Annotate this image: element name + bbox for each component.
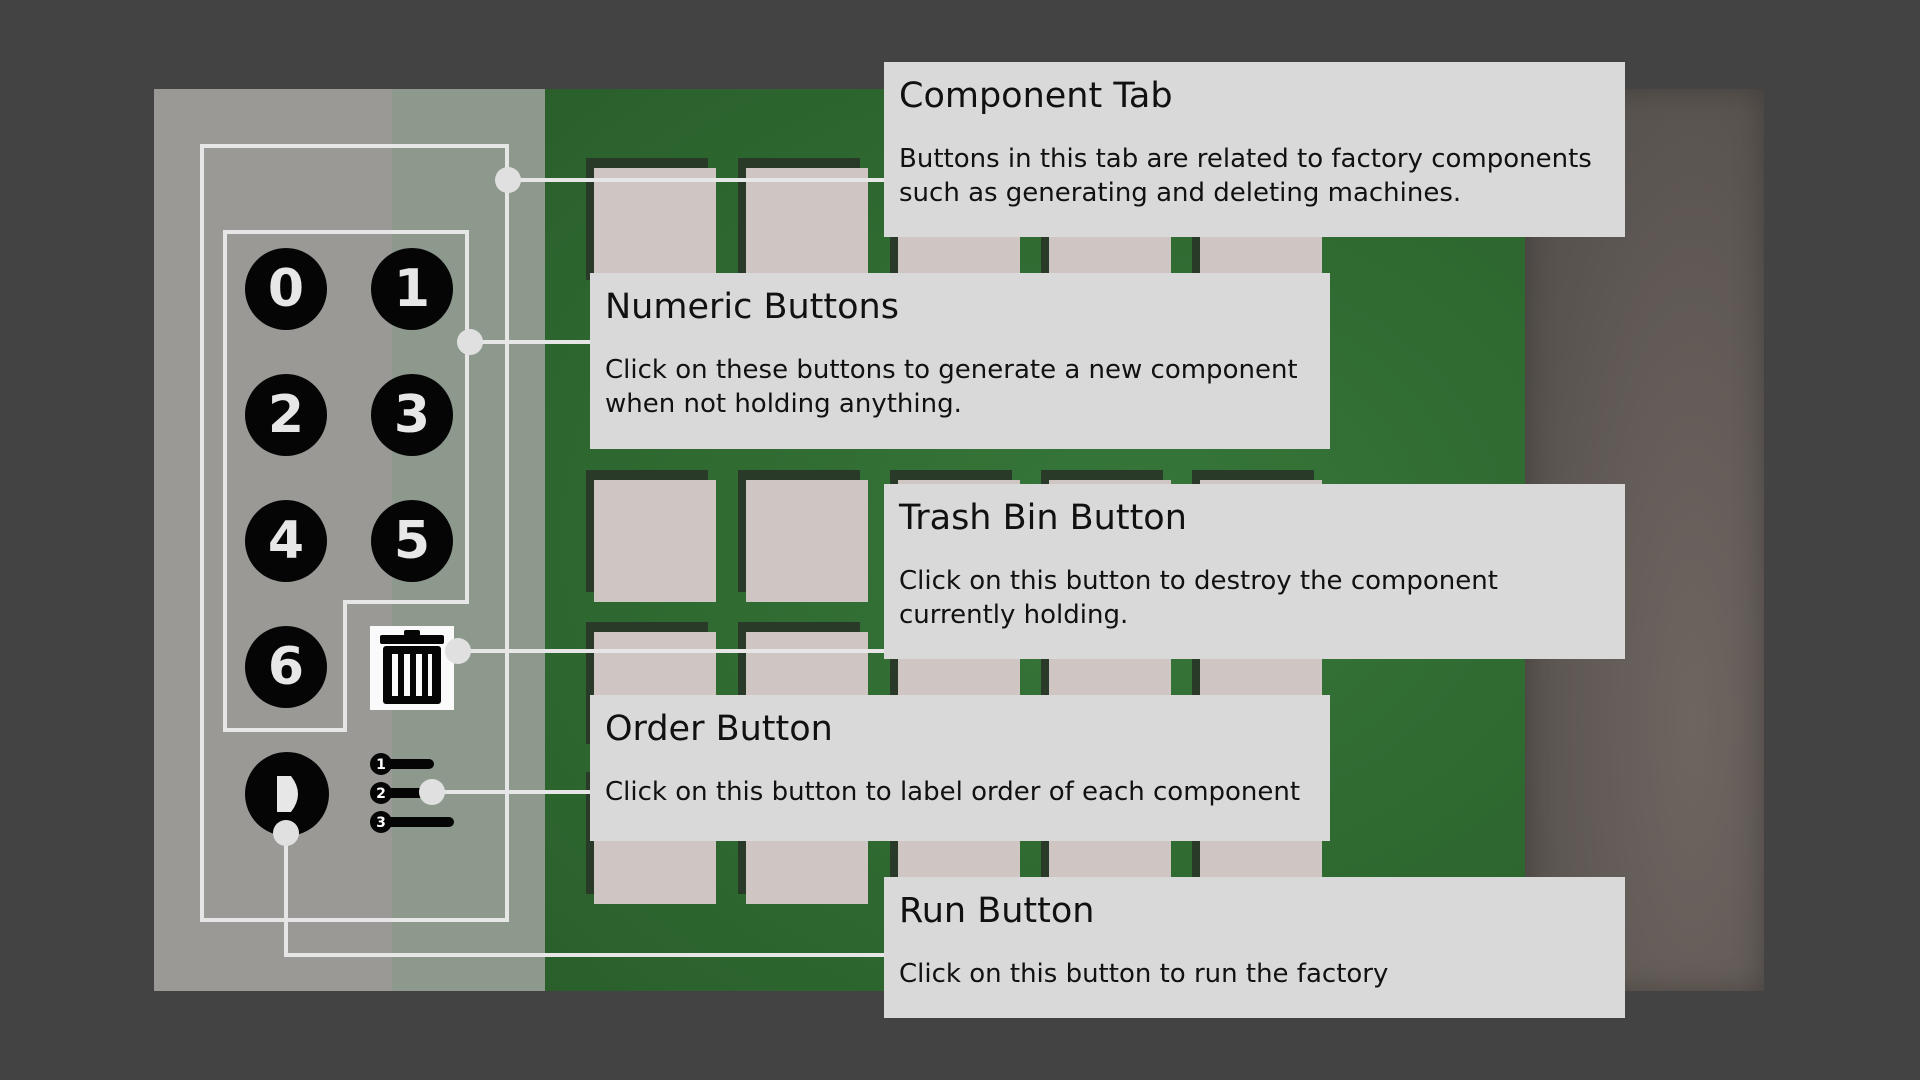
factory-slot[interactable] — [594, 480, 716, 602]
ordered-list-icon: 1 2 3 — [370, 753, 454, 833]
callout-title: Trash Bin Button — [899, 498, 1187, 538]
play-icon — [277, 776, 298, 812]
numeric-button-2[interactable]: 2 — [245, 374, 327, 456]
order-number-1: 1 — [376, 757, 386, 773]
factory-slot[interactable] — [594, 168, 716, 290]
callout-description: Buttons in this tab are related to facto… — [899, 144, 1592, 208]
numeric-button-5[interactable]: 5 — [371, 500, 453, 582]
callout-title: Component Tab — [899, 76, 1173, 116]
callout-title: Numeric Buttons — [605, 287, 899, 327]
callout-numeric-buttons: Numeric Buttons Click on these buttons t… — [590, 273, 1330, 449]
order-number-2: 2 — [376, 786, 386, 802]
numeric-button-1[interactable]: 1 — [371, 248, 453, 330]
callout-description: Click on this button to run the factory — [899, 959, 1389, 989]
callout-title: Order Button — [605, 709, 833, 749]
numeric-button-4[interactable]: 4 — [245, 500, 327, 582]
factory-slot[interactable] — [746, 480, 868, 602]
callout-description: Click on this button to destroy the comp… — [899, 566, 1498, 630]
callout-description: Click on these buttons to generate a new… — [605, 355, 1298, 419]
factory-slot[interactable] — [746, 168, 868, 290]
callout-description: Click on this button to label order of e… — [605, 777, 1301, 807]
callout-component-tab: Component Tab Buttons in this tab are re… — [884, 62, 1625, 237]
numeric-button-0[interactable]: 0 — [245, 248, 327, 330]
callout-order-button: Order Button Click on this button to lab… — [590, 695, 1330, 841]
order-button[interactable]: 1 2 3 — [368, 751, 456, 835]
callout-trash-bin-button: Trash Bin Button Click on this button to… — [884, 484, 1625, 659]
callout-run-button: Run Button Click on this button to run t… — [884, 877, 1625, 1018]
callout-title: Run Button — [899, 891, 1095, 931]
numeric-button-6[interactable]: 6 — [245, 626, 327, 708]
order-number-3: 3 — [376, 815, 386, 831]
run-button[interactable] — [245, 752, 329, 836]
trash-bin-icon — [380, 630, 444, 704]
trash-bin-button[interactable] — [370, 626, 454, 710]
numeric-button-3[interactable]: 3 — [371, 374, 453, 456]
